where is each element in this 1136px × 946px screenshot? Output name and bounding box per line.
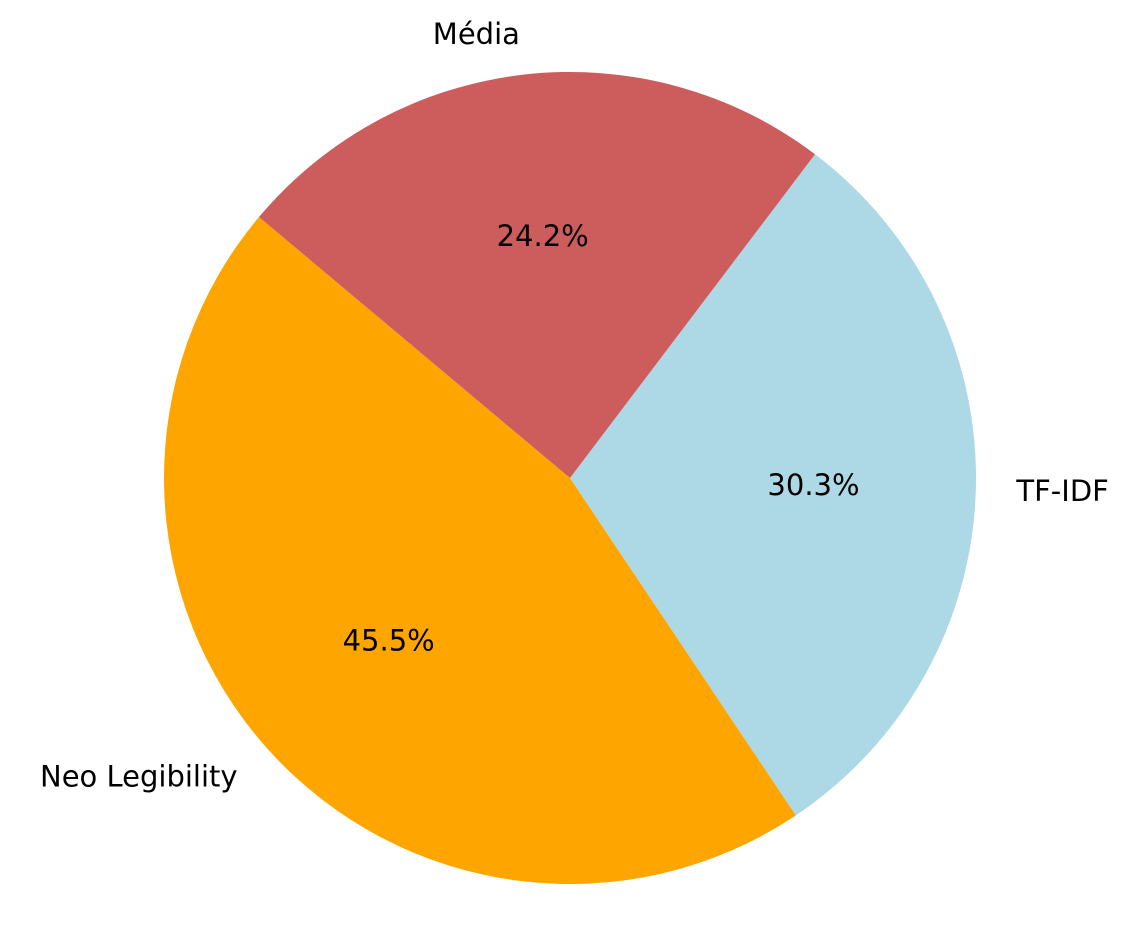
pie-slice-neo-legibility (164, 217, 796, 885)
slice-percent-label: 24.2% (497, 219, 589, 253)
slice-category-label: Neo Legibility (40, 759, 238, 793)
pie-slices (164, 71, 977, 885)
slice-category-label: TF-IDF (1015, 474, 1108, 508)
pie-labels: 45.5% Neo Legibility 30.3% TF-IDF 24.2% Média (40, 17, 1109, 793)
pie-slice-media (258, 71, 816, 478)
slice-category-label: Média (433, 17, 520, 51)
slice-percent-label: 30.3% (767, 468, 859, 502)
slice-percent-label: 45.5% (343, 624, 435, 658)
pie-slice-tf-idf (570, 154, 977, 816)
